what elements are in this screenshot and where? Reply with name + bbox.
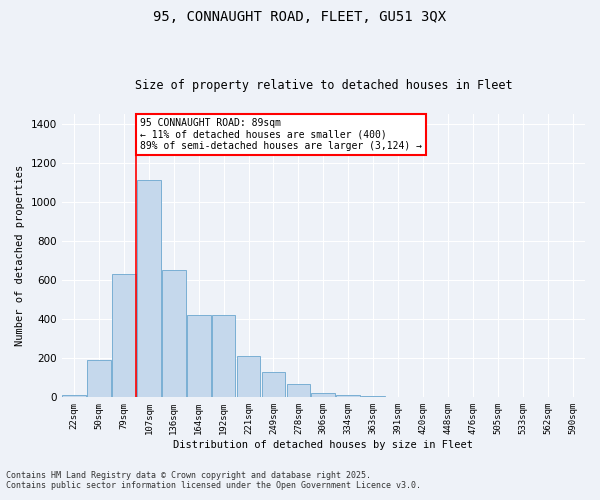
Bar (212, 316, 235, 398)
Text: 95 CONNAUGHT ROAD: 89sqm
← 11% of detached houses are smaller (400)
89% of semi-: 95 CONNAUGHT ROAD: 89sqm ← 11% of detach… (140, 118, 422, 151)
Bar (337, 395, 360, 398)
Bar (187, 316, 211, 398)
Bar (62, 396, 86, 398)
Bar (237, 356, 260, 398)
Title: Size of property relative to detached houses in Fleet: Size of property relative to detached ho… (134, 79, 512, 92)
Bar (137, 180, 161, 398)
Bar (287, 384, 310, 398)
Bar (87, 360, 111, 398)
Bar (262, 372, 286, 398)
Y-axis label: Number of detached properties: Number of detached properties (15, 165, 25, 346)
Text: Contains HM Land Registry data © Crown copyright and database right 2025.
Contai: Contains HM Land Registry data © Crown c… (6, 470, 421, 490)
Bar (361, 396, 385, 398)
Bar (112, 274, 136, 398)
X-axis label: Distribution of detached houses by size in Fleet: Distribution of detached houses by size … (173, 440, 473, 450)
Text: 95, CONNAUGHT ROAD, FLEET, GU51 3QX: 95, CONNAUGHT ROAD, FLEET, GU51 3QX (154, 10, 446, 24)
Bar (162, 270, 185, 398)
Bar (311, 394, 335, 398)
